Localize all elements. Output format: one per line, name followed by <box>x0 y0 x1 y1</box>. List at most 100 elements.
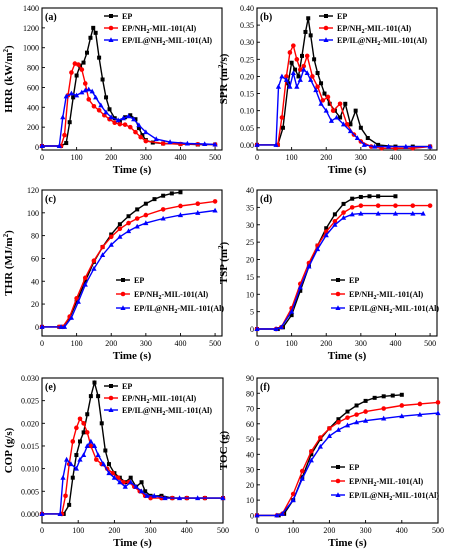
data-point <box>134 216 140 221</box>
legend-marker <box>335 305 341 310</box>
data-point <box>363 417 369 423</box>
data-point <box>320 98 326 103</box>
data-point <box>88 394 93 399</box>
data-point <box>340 215 347 220</box>
x-tick-label: 400 <box>389 153 401 162</box>
x-tick-label: 300 <box>145 526 157 535</box>
x-tick-label: 0 <box>255 339 259 348</box>
data-point <box>289 60 294 65</box>
x-tick-label: 200 <box>323 526 335 535</box>
data-point <box>95 452 101 458</box>
data-point <box>91 104 97 109</box>
plot-frame <box>256 377 439 524</box>
series-line <box>257 212 424 330</box>
data-point <box>143 220 149 226</box>
data-point <box>314 246 321 252</box>
data-point <box>144 493 150 498</box>
data-point <box>298 288 303 293</box>
data-point <box>327 426 332 431</box>
data-point <box>323 232 329 238</box>
y-tick-label: 120 <box>27 186 39 195</box>
x-tick-label: 200 <box>320 153 332 162</box>
y-tick-label: 5 <box>250 308 254 317</box>
series-line <box>257 43 431 150</box>
data-point <box>290 497 296 503</box>
data-point <box>296 74 301 79</box>
data-point <box>410 210 416 216</box>
data-point <box>347 128 354 134</box>
legend-marker <box>336 465 340 469</box>
data-point <box>278 324 284 330</box>
data-point <box>341 201 346 206</box>
data-point <box>289 313 294 318</box>
series-line <box>257 204 431 330</box>
data-point <box>308 77 314 82</box>
x-tick-label: 300 <box>355 339 367 348</box>
y-tick-label: 0 <box>35 143 39 152</box>
data-point <box>138 134 143 140</box>
x-tick-label: 200 <box>320 339 332 348</box>
data-point <box>143 138 149 144</box>
data-point <box>125 228 132 234</box>
data-point <box>358 125 363 130</box>
data-point <box>74 73 79 78</box>
y-axis-label: SPR (m2/s) <box>217 53 230 104</box>
data-point <box>287 50 293 55</box>
data-point <box>290 491 296 497</box>
data-point <box>293 67 298 72</box>
legend-label: EP/IL@NH2-MIL-101(Al) <box>122 36 212 47</box>
data-point <box>354 412 359 417</box>
data-point <box>274 512 280 518</box>
data-point <box>273 326 279 332</box>
data-point <box>96 394 101 399</box>
data-point <box>108 114 114 120</box>
x-tick-label: 0 <box>255 526 259 535</box>
data-point <box>195 201 201 206</box>
x-tick-label: 500 <box>424 339 436 348</box>
data-point <box>344 422 351 428</box>
data-point <box>56 143 62 149</box>
data-point <box>427 203 433 208</box>
data-point <box>131 116 137 122</box>
data-point <box>358 203 364 208</box>
legend-label: EP/IL@NH2-MIL-101(Al) <box>349 304 439 315</box>
data-point <box>81 452 87 458</box>
x-tick-label: 300 <box>140 153 152 162</box>
data-point <box>301 66 307 72</box>
y-tick-label: 0.00 <box>240 141 254 150</box>
x-tick-label: 400 <box>174 153 186 162</box>
data-point <box>349 211 355 217</box>
data-point <box>82 81 88 86</box>
data-point <box>275 83 282 89</box>
data-point <box>385 143 392 149</box>
data-point <box>273 142 279 147</box>
x-tick-label: 500 <box>209 339 221 348</box>
y-tick-label: 0.35 <box>240 21 254 30</box>
data-point <box>39 324 45 329</box>
data-point <box>336 417 341 422</box>
x-tick-label: 300 <box>140 339 152 348</box>
data-point <box>299 475 305 481</box>
chart-panel-d: 0 100 200 300 400 500 0 5 10 15 20 25 30 35 40 Time (s)… <box>217 186 439 362</box>
data-point <box>420 210 426 216</box>
legend-marker <box>121 278 125 282</box>
x-tick-label: 400 <box>174 339 186 348</box>
data-point <box>82 281 88 287</box>
data-point <box>310 74 315 79</box>
data-point <box>128 475 133 480</box>
y-tick-label: 20 <box>246 256 254 265</box>
data-point <box>279 73 285 79</box>
x-axis-label: Time (s) <box>113 350 152 362</box>
data-point <box>136 122 142 128</box>
data-point <box>178 190 183 195</box>
legend-marker <box>108 395 114 401</box>
data-point <box>294 57 300 62</box>
data-point <box>202 141 208 147</box>
data-point <box>79 89 85 95</box>
data-point <box>338 115 343 120</box>
data-point <box>254 326 260 332</box>
data-point <box>393 203 398 208</box>
data-point <box>297 67 303 72</box>
chart-panel-f: 0 100 200 300 400 500 0 10 20 30 40 50 60 70 80 90 Time … <box>218 374 444 549</box>
data-point <box>117 222 122 227</box>
